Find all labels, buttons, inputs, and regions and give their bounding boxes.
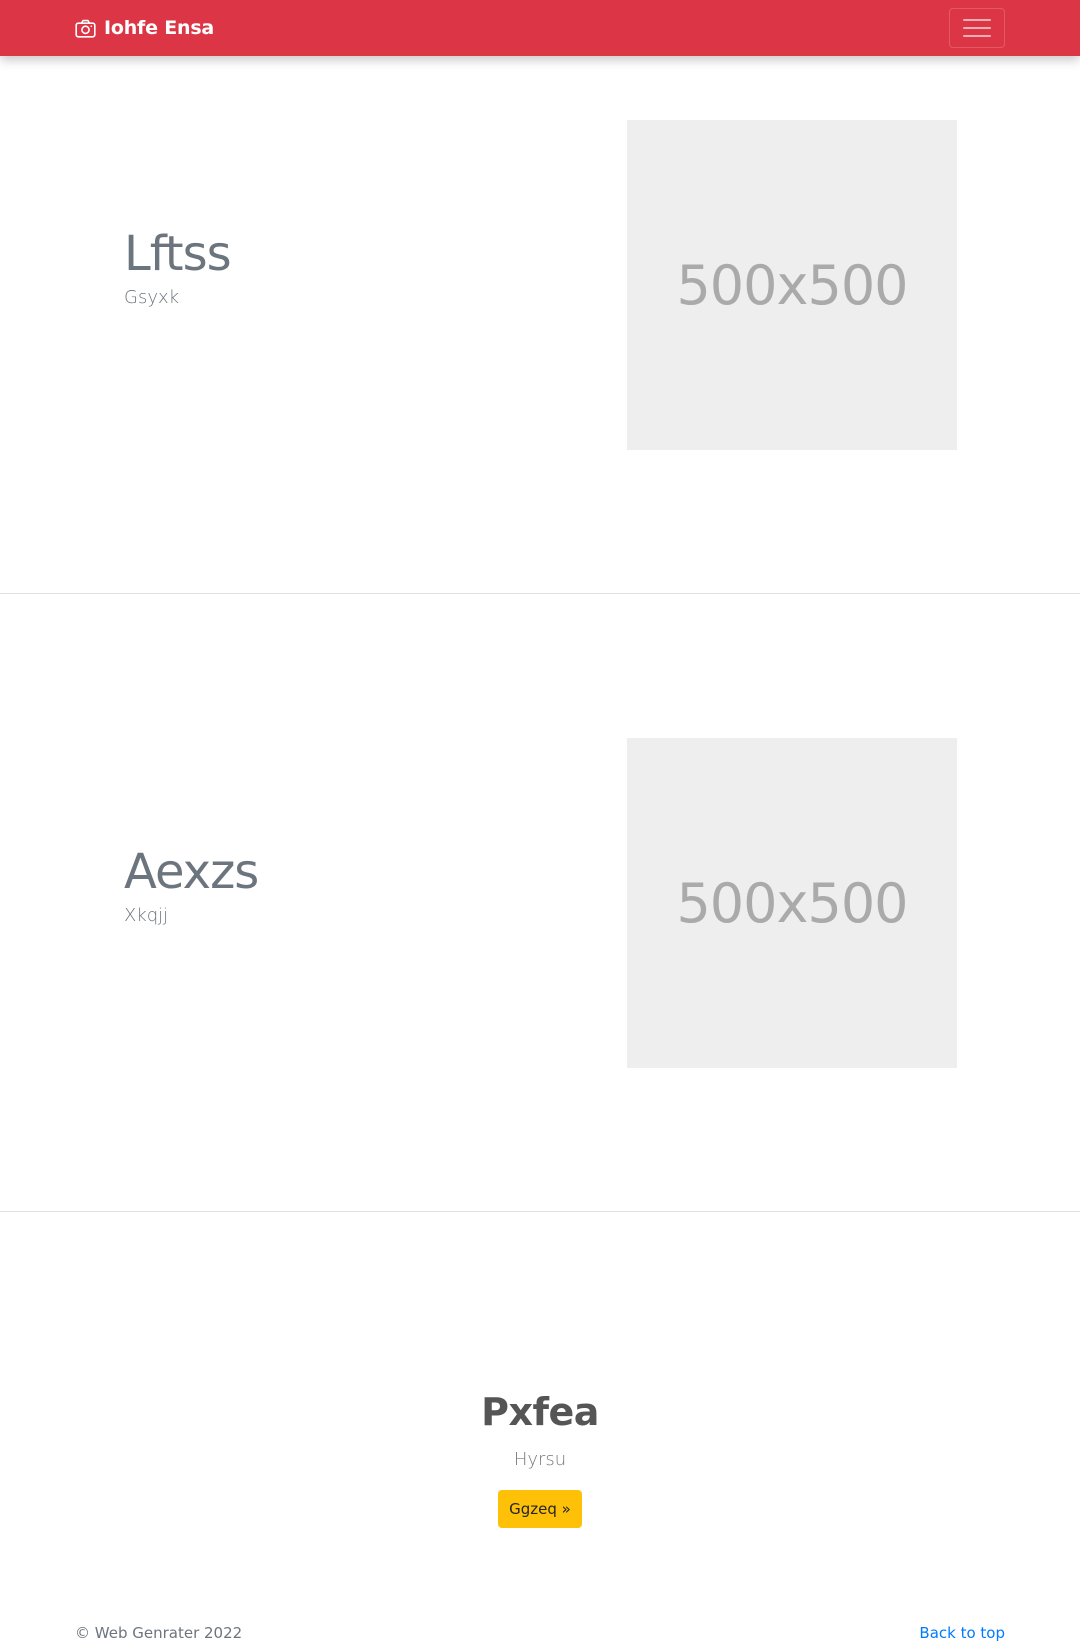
feature-subtitle: Xkqjj [124, 904, 169, 926]
back-to-top-link[interactable]: Back to top [919, 1624, 1005, 1642]
feature-image-placeholder: 500x500 [627, 738, 957, 1068]
feature-section-1: Lftss Gsyxk 500x500 [0, 56, 1080, 594]
hamburger-menu-icon [963, 17, 991, 39]
brand-link[interactable]: Iohfe Ensa [75, 0, 214, 56]
cta-section: Pxfea Hyrsu Ggzeq » [0, 1212, 1080, 1592]
copyright-text: © Web Genrater 2022 [75, 1624, 243, 1642]
feature-text-1: Lftss Gsyxk [124, 226, 232, 308]
cta-button[interactable]: Ggzeq » [498, 1490, 582, 1528]
camera-icon [75, 18, 96, 39]
footer: © Web Genrater 2022 Back to top [0, 1620, 1080, 1648]
cta-subtitle: Hyrsu [513, 1449, 567, 1470]
feature-section-2: Aexzs Xkqjj 500x500 [0, 594, 1080, 1212]
navbar-toggler-button[interactable] [949, 8, 1005, 48]
feature-text-2: Aexzs Xkqjj [124, 844, 259, 926]
feature-image-placeholder: 500x500 [627, 120, 957, 450]
brand-text: Iohfe Ensa [104, 17, 215, 39]
navbar: Iohfe Ensa [0, 0, 1080, 56]
feature-subtitle: Gsyxk [124, 286, 180, 308]
feature-heading: Aexzs [124, 844, 259, 900]
feature-heading: Lftss [124, 226, 232, 282]
cta-title: Pxfea [481, 1390, 599, 1434]
